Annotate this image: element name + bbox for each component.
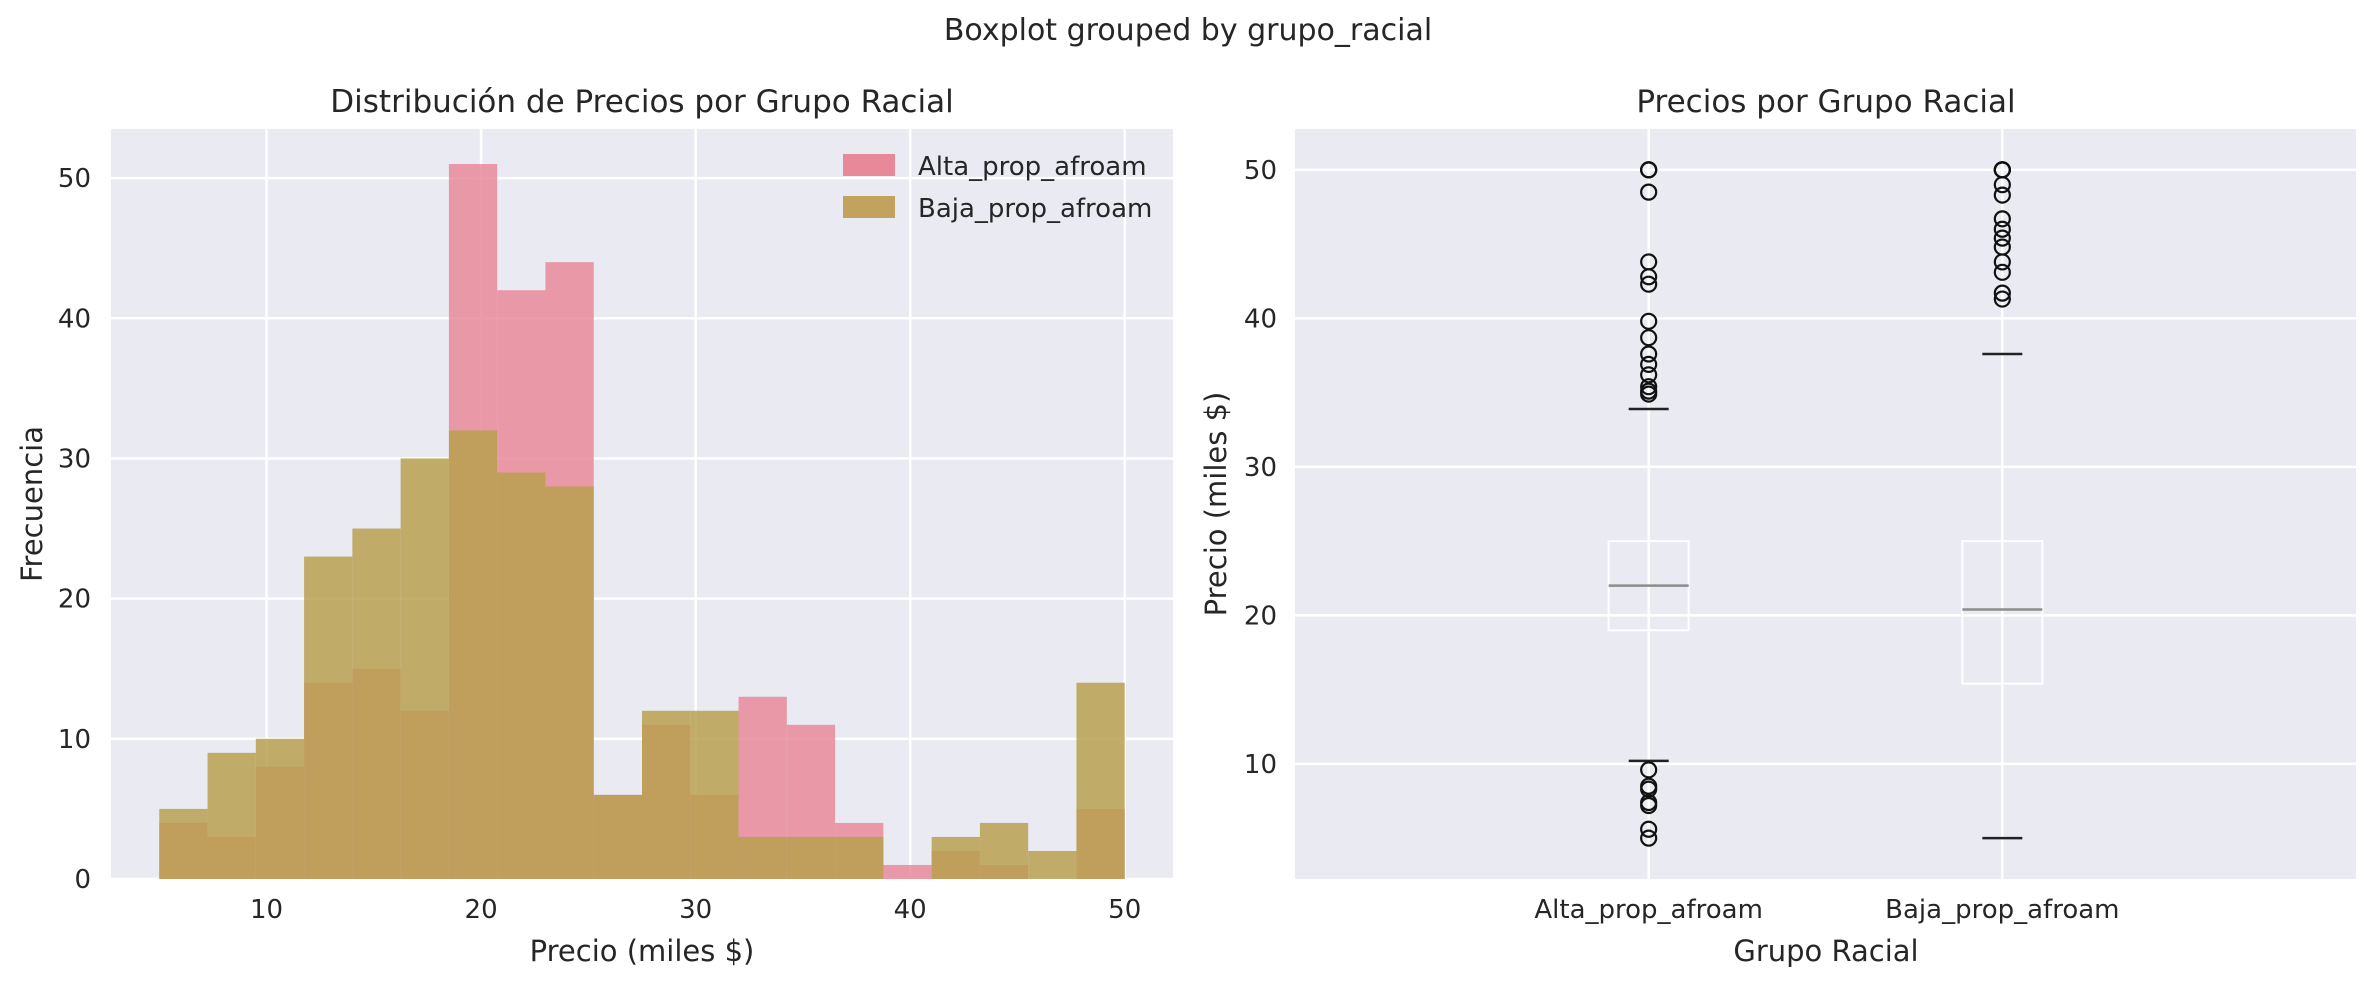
outlier-point (1640, 275, 1658, 293)
outlier-point (1993, 210, 2011, 228)
histogram-bar (352, 528, 401, 879)
histogram-bar (159, 808, 208, 879)
histogram-bar (642, 710, 691, 879)
legend-swatch-alta (843, 154, 895, 176)
outlier-point (1993, 220, 2011, 238)
outlier-point (1993, 176, 2011, 194)
histogram-x-axis-label: Precio (miles $) (530, 934, 755, 968)
boxplot-panel: 10 20 30 40 50 Alta_prop_afroam Baja_prop_afro… (1199, 84, 2356, 968)
outlier-point (1640, 378, 1658, 396)
histogram-bar (979, 822, 1029, 879)
outlier-point (1993, 263, 2011, 281)
x-tick-label: 20 (465, 895, 498, 925)
outlier-point (1640, 183, 1658, 201)
histogram-y-axis-label: Frecuencia (15, 426, 49, 582)
outlier-point (1993, 253, 2011, 271)
histogram-bar (883, 864, 932, 879)
y-tick-label: 10 (1244, 750, 1277, 780)
histogram-bar (497, 472, 546, 879)
outlier-point (1640, 366, 1658, 384)
outlier-point (1640, 829, 1658, 847)
histogram-bar (207, 752, 256, 879)
histogram-legend: Alta_prop_afroam Baja_prop_afroam (843, 152, 1152, 224)
x-tick-label: 50 (1108, 895, 1141, 925)
histogram-bar (931, 836, 980, 879)
y-tick-label: 40 (1244, 304, 1277, 334)
histogram-bars (159, 164, 1125, 879)
histogram-bar (255, 738, 305, 879)
histogram-panel: 10 20 30 40 50 0 10 20 30 40 50 Distribución de Pr… (15, 84, 1173, 968)
figure-suptitle: Boxplot grouped by grupo_racial (944, 13, 1432, 48)
histogram-bar (545, 486, 594, 879)
y-tick-label: 0 (74, 865, 91, 895)
outlier-point (1640, 161, 1658, 179)
outlier-point (1993, 229, 2011, 247)
boxplot-x-axis-label: Grupo Racial (1733, 934, 1918, 968)
outlier-point (1993, 186, 2011, 204)
x-tick-label: Alta_prop_afroam (1534, 895, 1763, 925)
boxplot-title: Precios por Grupo Racial (1636, 84, 2015, 120)
outlier-point (1640, 796, 1658, 815)
boxplot-y-axis-label: Precio (miles $) (1199, 392, 1233, 617)
outlier-point (1640, 312, 1658, 330)
histogram-bar (400, 458, 449, 879)
outlier-point (1640, 345, 1658, 363)
outlier-point (1993, 290, 2011, 308)
histogram-bar (835, 836, 884, 879)
legend-label-alta: Alta_prop_afroam (918, 152, 1147, 182)
histogram-bar (786, 836, 836, 879)
boxplot-marks (1607, 161, 2044, 847)
outlier-point (1640, 780, 1658, 798)
y-tick-label: 50 (58, 164, 91, 194)
histogram-bar (1076, 682, 1125, 879)
boxplot-tick-labels: 10 20 30 40 50 Alta_prop_afroam Baja_prop_afro… (1244, 156, 2120, 925)
histogram-bar (448, 430, 498, 879)
histogram-bar (690, 710, 739, 879)
outlier-point (1640, 385, 1658, 403)
outlier-point (1640, 329, 1658, 347)
legend-label-baja: Baja_prop_afroam (918, 194, 1152, 224)
y-tick-label: 30 (1244, 453, 1277, 483)
histogram-bar (304, 556, 353, 879)
x-tick-label: 40 (894, 895, 927, 925)
y-tick-label: 50 (1244, 156, 1277, 186)
y-tick-label: 20 (58, 585, 91, 615)
box-iqr (1961, 540, 2044, 685)
y-tick-label: 20 (1244, 601, 1277, 631)
x-tick-label: 10 (250, 895, 283, 925)
boxplot-plot-area (1295, 129, 2356, 879)
y-tick-label: 40 (58, 304, 91, 334)
histogram-tick-labels: 10 20 30 40 50 0 10 20 30 40 50 (58, 164, 1141, 925)
histogram-bar (1028, 850, 1077, 879)
histogram-title: Distribución de Precios por Grupo Racial (330, 84, 953, 120)
outlier-point (1640, 820, 1658, 838)
histogram-bar (738, 836, 787, 879)
y-tick-label: 30 (58, 444, 91, 474)
outlier-point (1640, 268, 1658, 286)
y-tick-label: 10 (58, 725, 91, 755)
outlier-point (1993, 284, 2011, 302)
histogram-bar (593, 794, 642, 879)
x-tick-label: 30 (679, 895, 712, 925)
legend-swatch-baja (843, 196, 895, 218)
x-tick-label: Baja_prop_afroam (1885, 895, 2119, 925)
outlier-point (1640, 761, 1658, 779)
outlier-point (1640, 355, 1658, 373)
